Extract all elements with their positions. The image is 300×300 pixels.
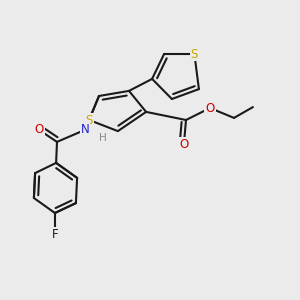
Text: S: S xyxy=(191,47,198,61)
Text: O: O xyxy=(206,101,214,115)
Text: F: F xyxy=(52,227,58,241)
Text: O: O xyxy=(179,137,188,151)
Text: N: N xyxy=(80,123,89,136)
Text: S: S xyxy=(85,113,93,127)
Text: O: O xyxy=(34,123,43,136)
Text: H: H xyxy=(99,133,107,143)
